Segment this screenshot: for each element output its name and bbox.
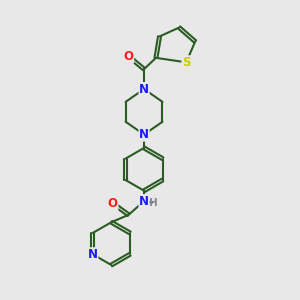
Text: N: N xyxy=(139,128,149,141)
Text: O: O xyxy=(124,50,134,63)
Text: N: N xyxy=(88,248,98,261)
Text: N: N xyxy=(139,82,149,96)
Text: O: O xyxy=(108,197,118,210)
Text: N: N xyxy=(139,195,149,208)
Text: H: H xyxy=(149,198,158,208)
Text: S: S xyxy=(182,56,190,69)
